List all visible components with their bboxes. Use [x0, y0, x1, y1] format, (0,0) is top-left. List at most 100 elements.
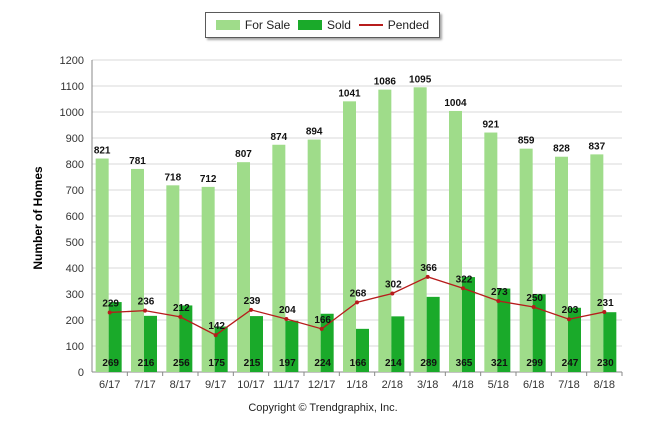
pended-swatch	[358, 24, 383, 26]
pended-data-label: 212	[173, 303, 190, 314]
for-sale-bar	[95, 158, 109, 372]
sold-bar	[462, 277, 475, 372]
x-tick-label: 12/17	[308, 379, 336, 391]
for-sale-bar	[413, 87, 427, 373]
y-tick-label: 200	[66, 315, 84, 327]
for-sale-data-label: 781	[129, 156, 146, 167]
pended-data-label: 366	[420, 263, 437, 274]
pended-data-label: 229	[102, 298, 119, 309]
sold-bar	[497, 288, 511, 372]
x-tick-label: 6/18	[523, 379, 544, 391]
pended-point	[355, 300, 359, 305]
x-tick-label: 8/17	[170, 379, 191, 391]
y-tick-label: 800	[66, 159, 84, 171]
for-sale-data-label: 921	[482, 120, 499, 131]
y-axis-title: Number of Homes	[31, 166, 45, 270]
legend-entry-for-sale: For Sale	[215, 18, 291, 32]
pended-point	[143, 308, 147, 313]
x-tick-label: 6/17	[99, 379, 120, 391]
pended-point	[567, 317, 571, 322]
x-tick-label: 5/18	[488, 379, 509, 391]
pended-point	[249, 307, 253, 312]
for-sale-data-label: 821	[94, 146, 111, 157]
for-sale-bar	[378, 89, 392, 372]
copyright-text: Copyright © Trendgraphix, Inc.	[248, 402, 398, 414]
y-tick-label: 300	[66, 289, 84, 301]
y-tick-label: 500	[66, 237, 84, 249]
for-sale-bar	[484, 132, 498, 372]
legend-entry-pended: Pended	[358, 18, 430, 32]
y-tick-label: 600	[66, 211, 84, 223]
sold-bar	[356, 328, 369, 372]
sold-bar	[426, 296, 440, 372]
pended-point	[390, 291, 395, 296]
legend-label-for-sale: For Sale	[244, 18, 291, 32]
for-sale-data-label: 1004	[444, 98, 467, 109]
x-tick-label: 11/17	[273, 379, 300, 391]
x-tick-label: 10/17	[237, 379, 265, 391]
for-sale-bar	[237, 162, 250, 372]
y-tick-label: 0	[78, 367, 84, 379]
pended-data-label: 302	[385, 279, 402, 290]
for-sale-data-label: 1086	[374, 77, 397, 88]
for-sale-bar	[519, 148, 533, 372]
pended-point	[107, 310, 112, 315]
sold-bar	[285, 320, 299, 372]
sold-data-label: 269	[102, 358, 119, 369]
pended-data-label: 236	[138, 297, 155, 308]
for-sale-bar	[272, 144, 286, 372]
legend: For Sale Sold Pended	[205, 12, 440, 38]
legend-label-sold: Sold	[326, 18, 351, 32]
pended-data-label: 268	[350, 288, 367, 299]
sold-bar	[144, 315, 157, 372]
sold-bar	[532, 294, 546, 372]
for-sale-data-label: 712	[200, 174, 217, 185]
x-tick-label: 7/17	[134, 379, 155, 391]
pended-data-label: 250	[526, 293, 543, 304]
sold-data-label: 321	[491, 358, 508, 369]
x-tick-label: 4/18	[452, 379, 473, 391]
sold-bar	[391, 316, 405, 372]
sold-data-label: 365	[456, 358, 473, 369]
x-tick-label: 9/17	[205, 379, 226, 391]
for-sale-bar	[201, 186, 215, 372]
for-sale-data-label: 1041	[338, 88, 361, 99]
sold-data-label: 197	[279, 358, 296, 369]
y-tick-label: 700	[66, 185, 84, 197]
y-tick-label: 100	[66, 341, 84, 353]
pended-data-label: 273	[491, 287, 508, 298]
for-sale-data-label: 828	[553, 144, 570, 155]
pended-point	[496, 299, 501, 304]
for-sale-data-label: 718	[164, 172, 181, 183]
pended-point	[284, 316, 289, 321]
y-tick-label: 1000	[60, 107, 84, 119]
for-sale-bar	[343, 101, 356, 372]
sold-data-label: 215	[244, 358, 261, 369]
x-tick-label: 8/18	[594, 379, 615, 391]
sold-bar	[320, 313, 334, 372]
for-sale-bar	[131, 168, 144, 372]
pended-point	[178, 314, 183, 319]
y-tick-label: 1200	[60, 55, 84, 67]
sold-swatch	[297, 20, 322, 30]
sold-data-label: 214	[385, 358, 402, 369]
sold-data-label: 224	[314, 358, 331, 369]
sold-bar	[214, 326, 228, 372]
sold-data-label: 230	[597, 358, 614, 369]
sold-bar	[603, 312, 617, 372]
sold-bar	[108, 302, 122, 372]
for-sale-data-label: 807	[235, 149, 252, 160]
legend-label-pended: Pended	[387, 18, 430, 32]
pended-point	[531, 305, 536, 309]
for-sale-bar	[590, 154, 604, 372]
pended-point	[461, 286, 465, 291]
for-sale-data-label: 1095	[409, 74, 432, 85]
for-sale-bar	[307, 139, 321, 372]
for-sale-data-label: 837	[588, 141, 605, 152]
for-sale-bar	[449, 110, 462, 373]
for-sale-data-label: 874	[270, 132, 287, 143]
pended-data-label: 239	[244, 296, 261, 307]
sold-data-label: 175	[208, 358, 225, 369]
pended-data-label: 142	[208, 321, 225, 332]
